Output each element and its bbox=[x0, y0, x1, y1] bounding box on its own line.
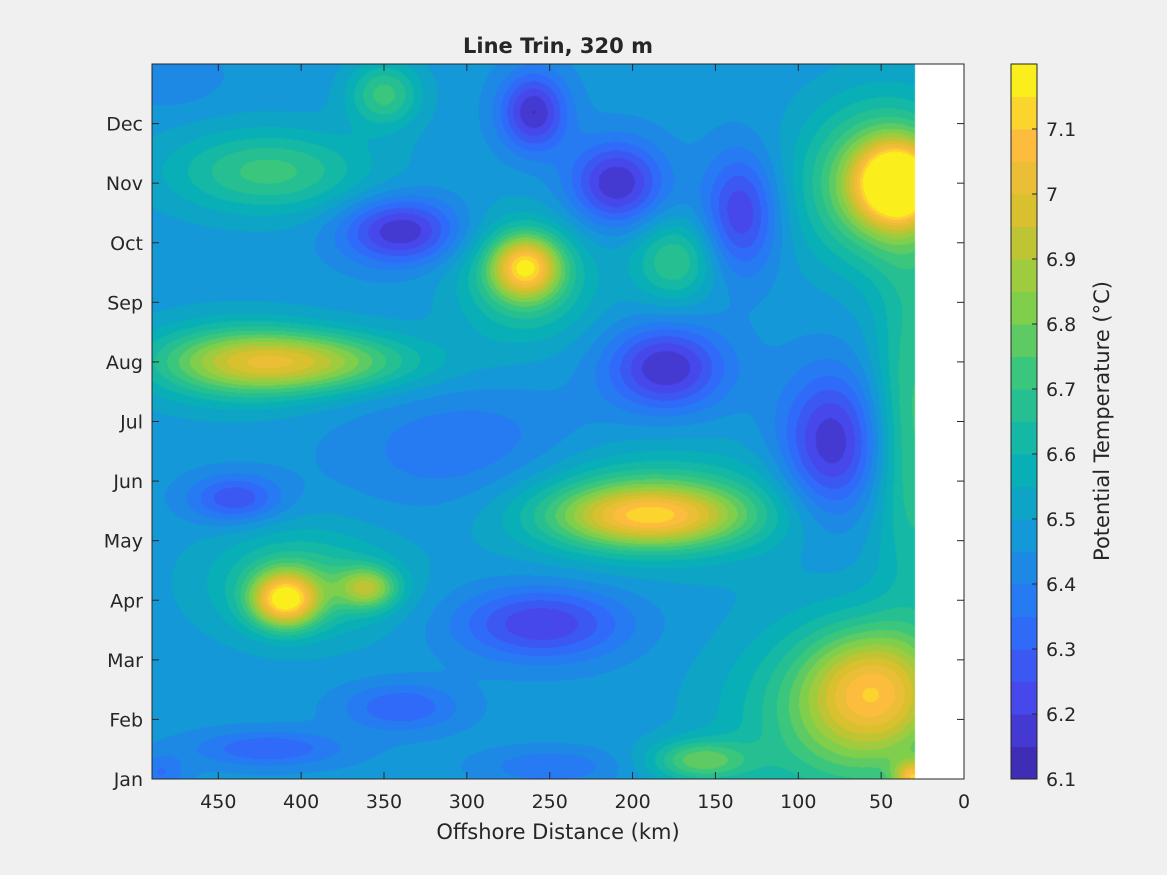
y-tick-label: Oct bbox=[110, 233, 143, 255]
colorbar-tick-label: 6.3 bbox=[1046, 639, 1076, 661]
colorbar-tick-label: 6.6 bbox=[1046, 444, 1076, 466]
colorbar-band bbox=[1011, 259, 1037, 292]
colorbar-band bbox=[1011, 551, 1037, 585]
colorbar-band bbox=[1011, 64, 1037, 97]
x-tick-label: 250 bbox=[532, 791, 568, 813]
x-tick-label: 0 bbox=[958, 791, 970, 813]
x-tick-label: 100 bbox=[780, 791, 816, 813]
contour-field-container bbox=[152, 64, 916, 779]
colorbar-band bbox=[1011, 356, 1037, 390]
colorbar-label: Potential Temperature (°C) bbox=[1090, 281, 1114, 561]
colorbar-tick-label: 6.9 bbox=[1046, 249, 1076, 271]
colorbar-band bbox=[1011, 129, 1037, 162]
x-tick-label: 350 bbox=[366, 791, 402, 813]
colorbar-tick-label: 6.4 bbox=[1046, 574, 1076, 596]
y-tick-label: Apr bbox=[110, 590, 143, 612]
colorbar-frame bbox=[1010, 63, 1038, 780]
chart-title: Line Trin, 320 m bbox=[463, 34, 653, 58]
colorbar-band bbox=[1011, 714, 1037, 747]
colorbar-band bbox=[1011, 389, 1037, 422]
x-tick-label: 150 bbox=[697, 791, 733, 813]
colorbar-band bbox=[1011, 194, 1037, 227]
colorbar-tick-label: 6.2 bbox=[1046, 704, 1076, 726]
colorbar: 6.1 6.2 6.3 6.4 6.5 6.6 6.7 6.8 6.9 7 7.1 bbox=[1010, 63, 1076, 791]
contour-field bbox=[152, 64, 916, 779]
colorbar-band bbox=[1011, 616, 1037, 650]
y-tick-label: Sep bbox=[107, 292, 143, 314]
colorbar-band bbox=[1011, 746, 1037, 780]
colorbar-tick-label: 7.1 bbox=[1046, 119, 1076, 141]
x-tick-label: 200 bbox=[614, 791, 650, 813]
y-tick-label: May bbox=[104, 531, 143, 553]
y-tick-label: Aug bbox=[106, 352, 143, 374]
colorbar-tick-label: 6.7 bbox=[1046, 379, 1076, 401]
colorbar-band bbox=[1011, 96, 1037, 130]
colorbar-tick-label: 6.1 bbox=[1046, 769, 1076, 791]
y-axis: Jan Feb Mar Apr May Jun Jul Aug Sep Oct Nov Dec bbox=[104, 114, 964, 791]
colorbar-band bbox=[1011, 454, 1037, 487]
colorbar-band bbox=[1011, 421, 1037, 455]
colorbar-band bbox=[1011, 681, 1037, 715]
colorbar-band bbox=[1011, 161, 1037, 195]
y-tick-label: Mar bbox=[107, 650, 143, 672]
colorbar-band bbox=[1011, 584, 1037, 617]
x-axis-label: Offshore Distance (km) bbox=[436, 820, 679, 844]
colorbar-tick-label: 6.8 bbox=[1046, 314, 1076, 336]
x-tick-label: 400 bbox=[283, 791, 319, 813]
x-tick-label: 450 bbox=[200, 791, 236, 813]
colorbar-band bbox=[1011, 226, 1037, 260]
x-tick-label: 300 bbox=[449, 791, 485, 813]
x-axis: 450 400 350 300 250 200 150 100 50 0 bbox=[200, 64, 970, 813]
y-tick-label: Jun bbox=[112, 471, 143, 493]
colorbar-band bbox=[1011, 486, 1037, 520]
colorbar-tick-label: 7 bbox=[1046, 184, 1058, 206]
contour-plot-area bbox=[151, 63, 965, 780]
y-tick-label: Dec bbox=[106, 114, 143, 136]
colorbar-band bbox=[1011, 291, 1037, 325]
x-tick-label: 50 bbox=[869, 791, 893, 813]
colorbar-band bbox=[1011, 519, 1037, 552]
colorbar-band bbox=[1011, 324, 1037, 357]
y-tick-label: Jan bbox=[113, 769, 143, 791]
y-tick-label: Jul bbox=[119, 412, 143, 434]
colorbar-tick-label: 6.5 bbox=[1046, 509, 1076, 531]
y-tick-label: Feb bbox=[109, 709, 143, 731]
colorbar-band bbox=[1011, 649, 1037, 682]
y-tick-label: Nov bbox=[106, 173, 143, 195]
